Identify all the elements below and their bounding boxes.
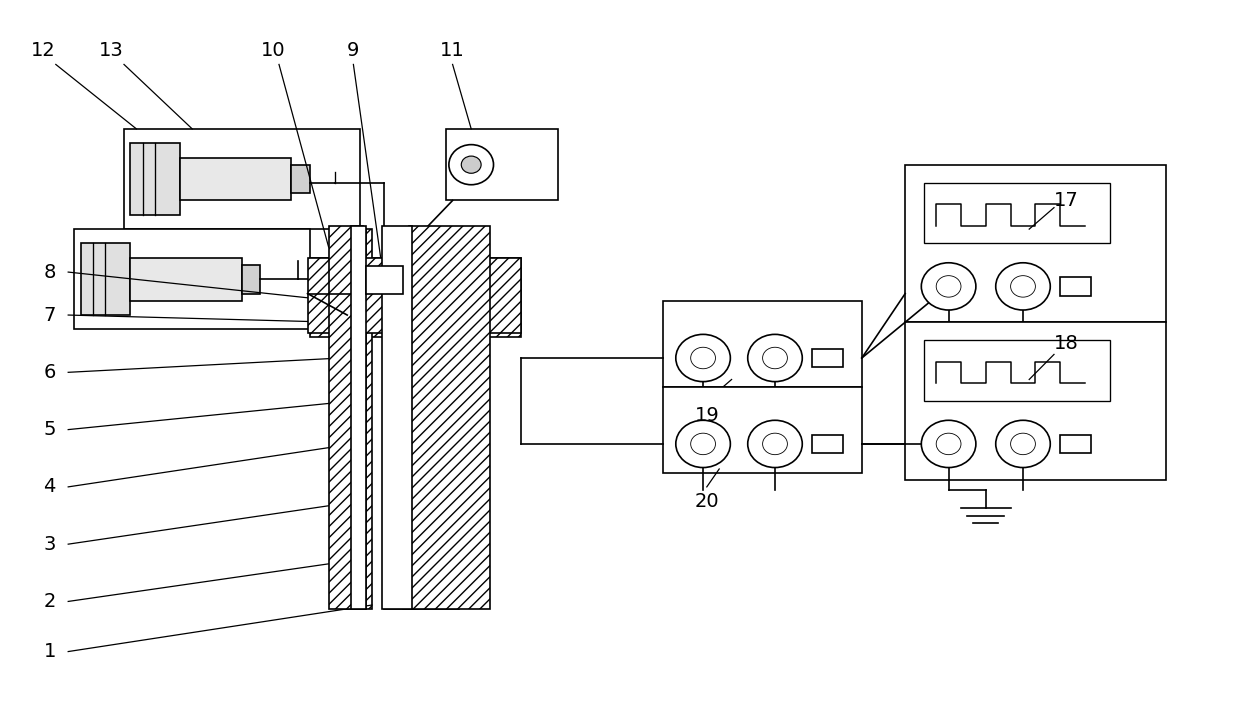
Text: 1: 1 xyxy=(43,642,56,661)
Bar xyxy=(308,258,392,333)
Bar xyxy=(341,229,372,609)
Ellipse shape xyxy=(763,433,787,455)
Bar xyxy=(924,340,1110,401)
Bar xyxy=(124,129,360,229)
Bar xyxy=(812,435,843,453)
Ellipse shape xyxy=(691,347,715,369)
Bar xyxy=(905,322,1166,480)
Text: 12: 12 xyxy=(31,41,56,59)
Ellipse shape xyxy=(921,420,976,468)
Ellipse shape xyxy=(676,420,730,468)
Ellipse shape xyxy=(676,334,730,382)
Ellipse shape xyxy=(461,156,481,173)
Ellipse shape xyxy=(921,263,976,310)
Bar xyxy=(242,265,260,294)
Ellipse shape xyxy=(1011,276,1035,297)
Bar xyxy=(81,243,130,315)
Bar xyxy=(366,266,403,294)
Bar xyxy=(905,165,1166,322)
Bar xyxy=(310,258,391,337)
Text: 4: 4 xyxy=(43,478,56,496)
Bar xyxy=(812,349,843,367)
Bar xyxy=(1060,277,1091,296)
Bar xyxy=(409,226,490,609)
Ellipse shape xyxy=(996,420,1050,468)
Bar xyxy=(663,387,862,473)
Text: 6: 6 xyxy=(43,363,56,382)
Text: 9: 9 xyxy=(347,41,360,59)
Text: 13: 13 xyxy=(99,41,124,59)
Ellipse shape xyxy=(748,334,802,382)
Bar xyxy=(180,158,291,200)
Bar xyxy=(291,165,310,193)
Text: 10: 10 xyxy=(260,41,285,59)
Bar xyxy=(351,226,366,609)
Text: 7: 7 xyxy=(43,306,56,324)
Text: 20: 20 xyxy=(694,492,719,511)
Bar xyxy=(403,229,418,609)
Text: 2: 2 xyxy=(43,592,56,611)
Bar xyxy=(924,183,1110,243)
Text: 8: 8 xyxy=(43,263,56,281)
Bar xyxy=(428,258,521,337)
Ellipse shape xyxy=(691,433,715,455)
Text: 19: 19 xyxy=(694,406,719,425)
Bar xyxy=(446,129,558,200)
Bar xyxy=(384,229,459,609)
Bar xyxy=(663,301,862,387)
Bar xyxy=(1060,435,1091,453)
Bar xyxy=(130,143,180,215)
Text: 3: 3 xyxy=(43,535,56,553)
Bar xyxy=(428,258,521,333)
Bar xyxy=(366,265,397,294)
Ellipse shape xyxy=(936,276,961,297)
Ellipse shape xyxy=(449,145,494,185)
Ellipse shape xyxy=(763,347,787,369)
Ellipse shape xyxy=(996,263,1050,310)
Bar xyxy=(130,258,242,301)
Text: 5: 5 xyxy=(43,420,56,439)
Bar xyxy=(382,226,412,609)
Text: 17: 17 xyxy=(1054,191,1079,210)
Ellipse shape xyxy=(936,433,961,455)
Ellipse shape xyxy=(1011,433,1035,455)
Bar xyxy=(329,226,363,609)
Ellipse shape xyxy=(748,420,802,468)
Text: 18: 18 xyxy=(1054,334,1079,353)
Bar xyxy=(74,229,310,329)
Text: 11: 11 xyxy=(440,41,465,59)
Bar xyxy=(353,229,366,609)
